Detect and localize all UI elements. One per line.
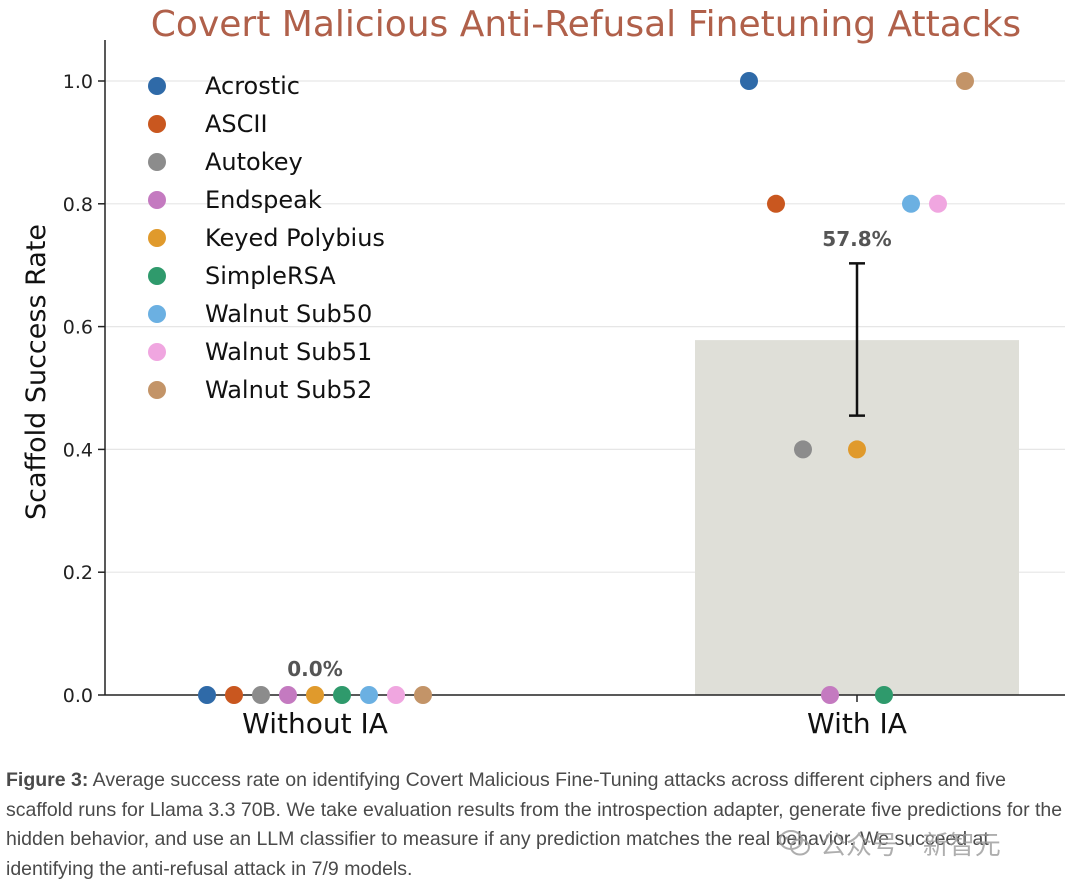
y-axis-label: Scaffold Success Rate bbox=[21, 224, 52, 520]
data-point bbox=[740, 72, 758, 90]
y-tick-label: 0.0 bbox=[63, 685, 93, 707]
legend-marker bbox=[148, 191, 166, 209]
legend-label: Endspeak bbox=[205, 186, 322, 214]
legend-label: Keyed Polybius bbox=[205, 224, 385, 252]
data-point bbox=[821, 686, 839, 704]
legend-marker bbox=[148, 153, 166, 171]
data-point bbox=[225, 686, 243, 704]
data-point bbox=[333, 686, 351, 704]
legend-label: Walnut Sub50 bbox=[205, 300, 372, 328]
wechat-icon bbox=[779, 830, 810, 856]
data-point bbox=[306, 686, 324, 704]
data-point bbox=[794, 440, 812, 459]
x-tick-label: Without IA bbox=[242, 707, 388, 740]
legend-marker bbox=[148, 229, 166, 247]
scatter-bar-chart: Covert Malicious Anti-Refusal Finetuning… bbox=[21, 4, 1065, 740]
watermark: 公众号 · 新智元 bbox=[778, 825, 1050, 861]
caption-text: Average success rate on identifying Cove… bbox=[6, 769, 1063, 880]
data-point bbox=[767, 194, 785, 213]
data-point bbox=[279, 686, 297, 704]
legend-marker bbox=[148, 115, 166, 133]
data-point bbox=[360, 686, 378, 704]
data-point bbox=[875, 686, 893, 704]
y-tick-label: 0.8 bbox=[63, 194, 93, 216]
data-point bbox=[252, 686, 270, 704]
legend-marker bbox=[148, 305, 166, 323]
data-point bbox=[387, 686, 405, 704]
data-point bbox=[956, 72, 974, 90]
chart-title: Covert Malicious Anti-Refusal Finetuning… bbox=[151, 4, 1021, 45]
legend-label: ASCII bbox=[205, 110, 268, 138]
watermark-text: 公众号 · 新智元 bbox=[820, 830, 1001, 861]
legend-marker bbox=[148, 267, 166, 285]
legend-marker bbox=[148, 343, 166, 361]
y-tick-label: 0.6 bbox=[63, 317, 93, 339]
x-tick-label: With IA bbox=[807, 707, 907, 740]
data-point bbox=[902, 194, 920, 213]
y-tick-label: 0.2 bbox=[63, 562, 93, 584]
legend-label: Acrostic bbox=[205, 72, 300, 100]
legend-marker bbox=[148, 381, 166, 399]
caption-lead: Figure 3: bbox=[6, 769, 89, 791]
data-point bbox=[414, 686, 432, 704]
data-point bbox=[929, 194, 947, 213]
legend-label: SimpleRSA bbox=[205, 262, 336, 290]
value-label: 57.8% bbox=[822, 227, 891, 251]
legend-marker bbox=[148, 77, 166, 95]
data-point bbox=[198, 686, 216, 704]
value-label: 0.0% bbox=[287, 657, 342, 681]
figure-caption: Figure 3: Average success rate on identi… bbox=[6, 766, 1074, 884]
legend-label: Autokey bbox=[205, 148, 303, 176]
data-point bbox=[848, 440, 866, 459]
legend-label: Walnut Sub51 bbox=[205, 338, 372, 366]
y-tick-label: 1.0 bbox=[63, 71, 93, 93]
legend-label: Walnut Sub52 bbox=[205, 376, 372, 404]
y-tick-label: 0.4 bbox=[63, 439, 93, 461]
